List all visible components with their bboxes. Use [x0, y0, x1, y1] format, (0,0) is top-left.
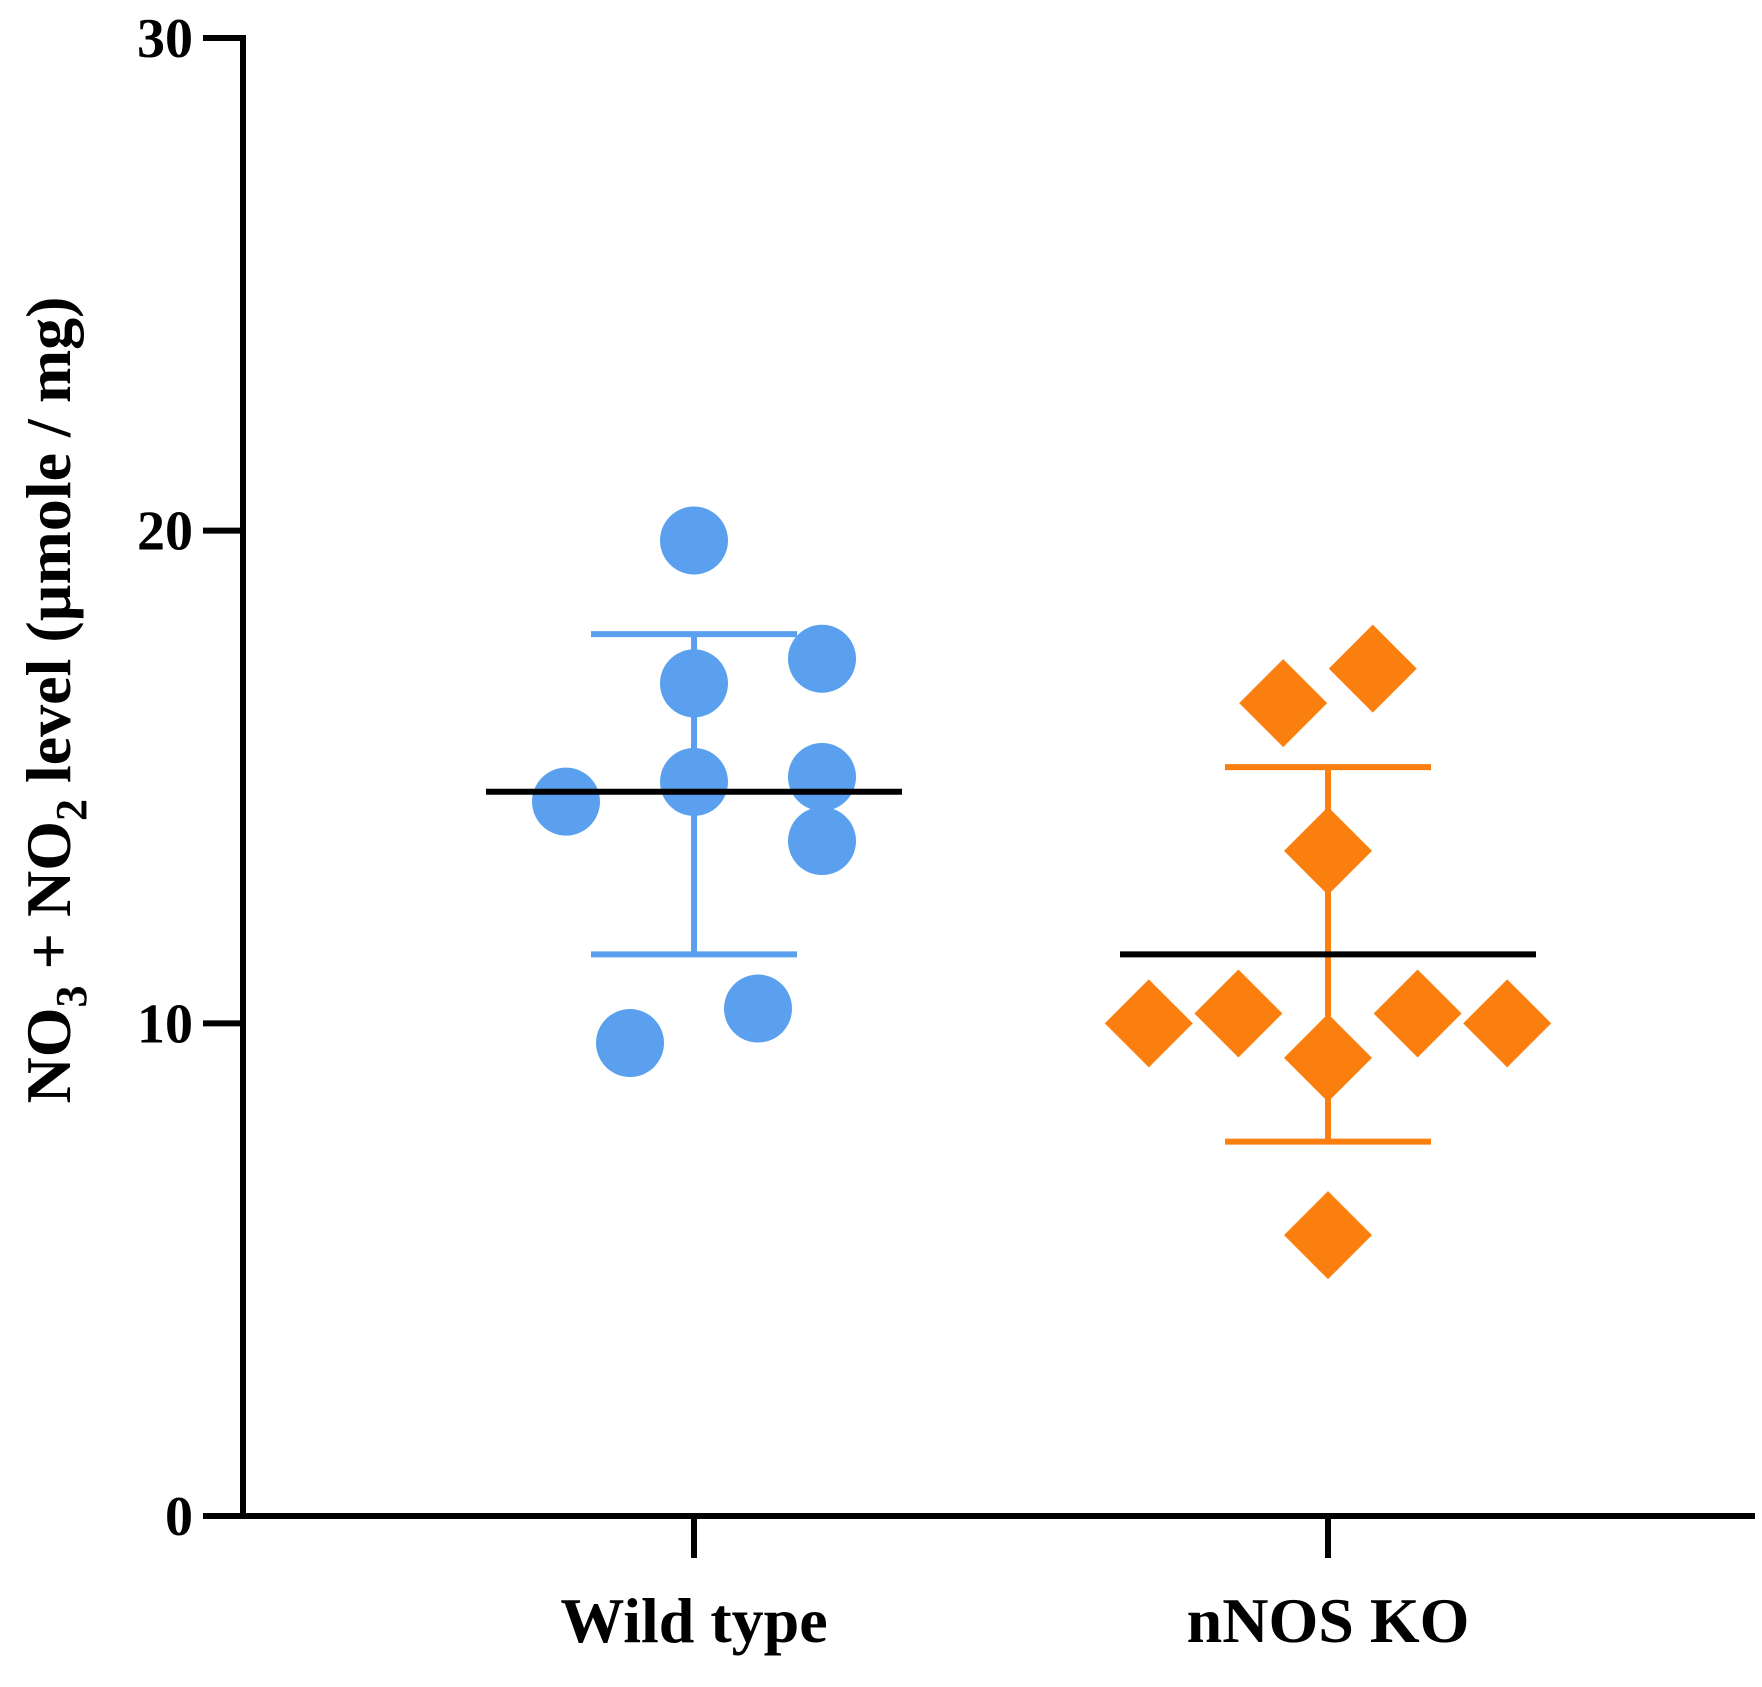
y-axis-title-part: NO: [13, 1007, 84, 1103]
y-axis-title-part: + NO: [13, 821, 84, 985]
data-point-circle: [788, 807, 856, 876]
data-point-diamond: [1463, 979, 1552, 1068]
data-point-diamond: [1373, 969, 1462, 1058]
y-tick-label: 10: [137, 993, 193, 1055]
series-wild-type: [486, 506, 902, 1078]
data-point-circle: [660, 649, 728, 718]
data-point-diamond: [1284, 1191, 1372, 1280]
y-axis-title-subscript: 2: [47, 799, 96, 821]
x-ticks: Wild type nNOS KO: [560, 1516, 1469, 1656]
data-point-diamond: [1284, 806, 1372, 895]
y-axis-title: NO3 + NO2 level (µmole / mg): [13, 297, 96, 1104]
data-point-diamond: [1328, 624, 1417, 713]
y-tick-label: 30: [137, 8, 193, 70]
data-point-circle: [532, 767, 600, 836]
data-point-diamond: [1104, 979, 1193, 1068]
y-tick-label: 20: [137, 501, 193, 563]
data-point-circle: [724, 974, 792, 1043]
y-ticks: 0 10 20 30: [137, 8, 243, 1548]
data-point-diamond: [1239, 659, 1328, 748]
data-marks: [486, 506, 1552, 1280]
data-point-circle: [660, 506, 728, 575]
y-tick-label: 0: [165, 1486, 193, 1548]
series-nnos-ko: [1104, 624, 1552, 1280]
data-point-diamond: [1194, 969, 1283, 1058]
data-point-diamond: [1284, 1013, 1372, 1102]
y-axis-title-subscript: 3: [47, 985, 96, 1007]
x-category-label: Wild type: [560, 1585, 827, 1656]
y-axis-title-part: level (µmole / mg): [13, 297, 84, 799]
data-point-circle: [788, 743, 856, 811]
data-point-circle: [788, 624, 856, 693]
data-point-circle: [596, 1009, 664, 1078]
x-category-label: nNOS KO: [1187, 1585, 1470, 1656]
data-point-circle: [660, 747, 728, 816]
